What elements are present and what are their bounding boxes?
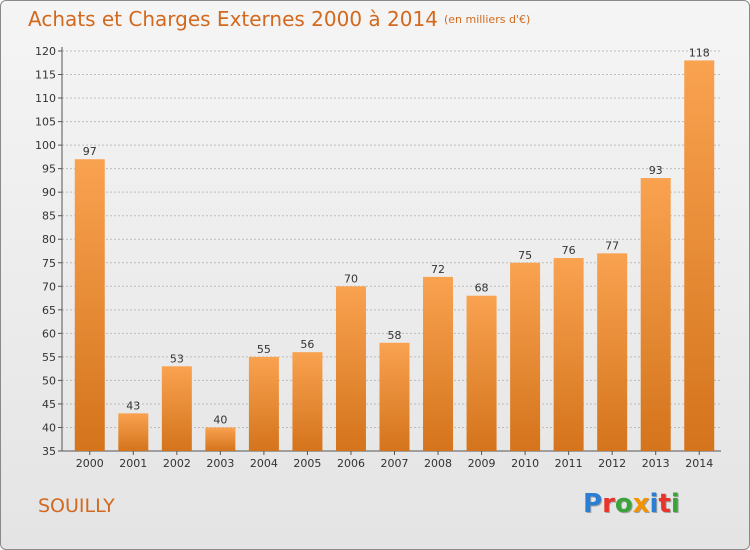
x-tick-label: 2003 xyxy=(206,457,234,470)
y-tick-label: 95 xyxy=(42,163,56,176)
bar-value-label: 56 xyxy=(300,338,314,351)
bar-2007 xyxy=(379,342,410,451)
y-tick-label: 60 xyxy=(42,327,56,340)
bar-value-label: 75 xyxy=(518,249,532,262)
y-tick-label: 85 xyxy=(42,210,56,223)
bar-2006 xyxy=(335,286,366,451)
y-tick-label: 70 xyxy=(42,280,56,293)
y-tick-label: 45 xyxy=(42,398,56,411)
y-tick-label: 90 xyxy=(42,186,56,199)
x-tick-label: 2014 xyxy=(685,457,713,470)
bar-2000 xyxy=(74,159,105,451)
bar-2001 xyxy=(118,413,149,451)
bar-2014 xyxy=(684,60,715,451)
logo-letter: x xyxy=(632,489,650,519)
bar-2013 xyxy=(640,178,671,451)
y-tick-label: 55 xyxy=(42,351,56,364)
x-tick-label: 2013 xyxy=(642,457,670,470)
bar-value-label: 58 xyxy=(388,329,402,342)
bar-value-label: 40 xyxy=(213,413,227,426)
x-tick-label: 2012 xyxy=(598,457,626,470)
logo-letter: t xyxy=(658,489,671,519)
bar-2003 xyxy=(205,427,236,451)
y-tick-label: 105 xyxy=(35,116,56,129)
bar-2009 xyxy=(466,295,497,451)
bar-value-label: 93 xyxy=(649,164,663,177)
bar-value-label: 68 xyxy=(475,282,489,295)
bar-value-label: 43 xyxy=(126,399,140,412)
y-tick-label: 50 xyxy=(42,374,56,387)
y-tick-label: 40 xyxy=(42,421,56,434)
y-tick-label: 110 xyxy=(35,92,56,105)
x-tick-label: 2006 xyxy=(337,457,365,470)
y-tick-label: 115 xyxy=(35,69,56,82)
chart-unit-note: (en milliers d'€) xyxy=(443,13,531,26)
logo-letter: r xyxy=(602,489,615,519)
bar-value-label: 55 xyxy=(257,343,271,356)
y-tick-label: 65 xyxy=(42,304,56,317)
y-tick-label: 35 xyxy=(42,445,56,458)
y-tick-label: 100 xyxy=(35,139,56,152)
x-tick-label: 2007 xyxy=(381,457,409,470)
bar-2004 xyxy=(248,356,279,451)
bar-2002 xyxy=(161,366,192,451)
y-tick-label: 80 xyxy=(42,233,56,246)
bar-value-label: 118 xyxy=(689,46,710,59)
proxiti-logo[interactable]: Proxiti xyxy=(583,489,680,519)
y-tick-label: 75 xyxy=(42,257,56,270)
bar-2010 xyxy=(510,262,541,451)
bar-value-label: 76 xyxy=(562,244,576,257)
x-tick-label: 2000 xyxy=(76,457,104,470)
x-tick-label: 2010 xyxy=(511,457,539,470)
bar-value-label: 70 xyxy=(344,272,358,285)
x-tick-label: 2008 xyxy=(424,457,452,470)
bar-value-label: 77 xyxy=(605,239,619,252)
x-tick-label: 2002 xyxy=(163,457,191,470)
chart-title: Achats et Charges Externes 2000 à 2014 (e… xyxy=(28,7,530,31)
bar-2008 xyxy=(423,276,454,451)
bar-2005 xyxy=(292,352,323,451)
bar-2012 xyxy=(597,253,628,451)
x-tick-label: 2011 xyxy=(555,457,583,470)
logo-letter: o xyxy=(614,489,633,519)
bar-2011 xyxy=(553,258,584,451)
x-tick-label: 2001 xyxy=(119,457,147,470)
x-tick-label: 2004 xyxy=(250,457,278,470)
location-name: SOUILLY xyxy=(38,495,115,517)
logo-letter: P xyxy=(583,489,603,519)
bars xyxy=(74,60,715,451)
bar-value-label: 97 xyxy=(83,145,97,158)
logo-letter: i xyxy=(670,489,680,519)
bar-value-label: 72 xyxy=(431,263,445,276)
chart-title-text: Achats et Charges Externes 2000 à 2014 xyxy=(28,7,438,31)
bar-value-label: 53 xyxy=(170,352,184,365)
y-tick-label: 120 xyxy=(35,45,56,58)
x-tick-label: 2009 xyxy=(468,457,496,470)
data-labels: 97 43 53 40 55 56 70 58 72 68 75 76 77 93 118 xyxy=(83,46,710,426)
x-tick-label: 2005 xyxy=(293,457,321,470)
logo-letter: i xyxy=(649,489,659,519)
